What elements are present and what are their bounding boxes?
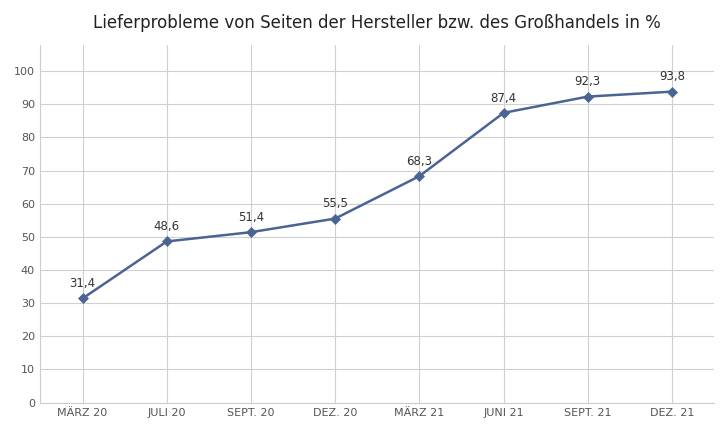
Title: Lieferprobleme von Seiten der Hersteller bzw. des Großhandels in %: Lieferprobleme von Seiten der Hersteller…: [93, 14, 661, 32]
Text: 48,6: 48,6: [154, 220, 180, 233]
Text: 31,4: 31,4: [69, 277, 95, 290]
Text: 87,4: 87,4: [491, 92, 517, 105]
Text: 92,3: 92,3: [574, 75, 601, 88]
Text: 51,4: 51,4: [238, 211, 264, 224]
Text: 93,8: 93,8: [659, 70, 685, 83]
Text: 55,5: 55,5: [323, 197, 348, 210]
Text: 68,3: 68,3: [406, 155, 432, 168]
